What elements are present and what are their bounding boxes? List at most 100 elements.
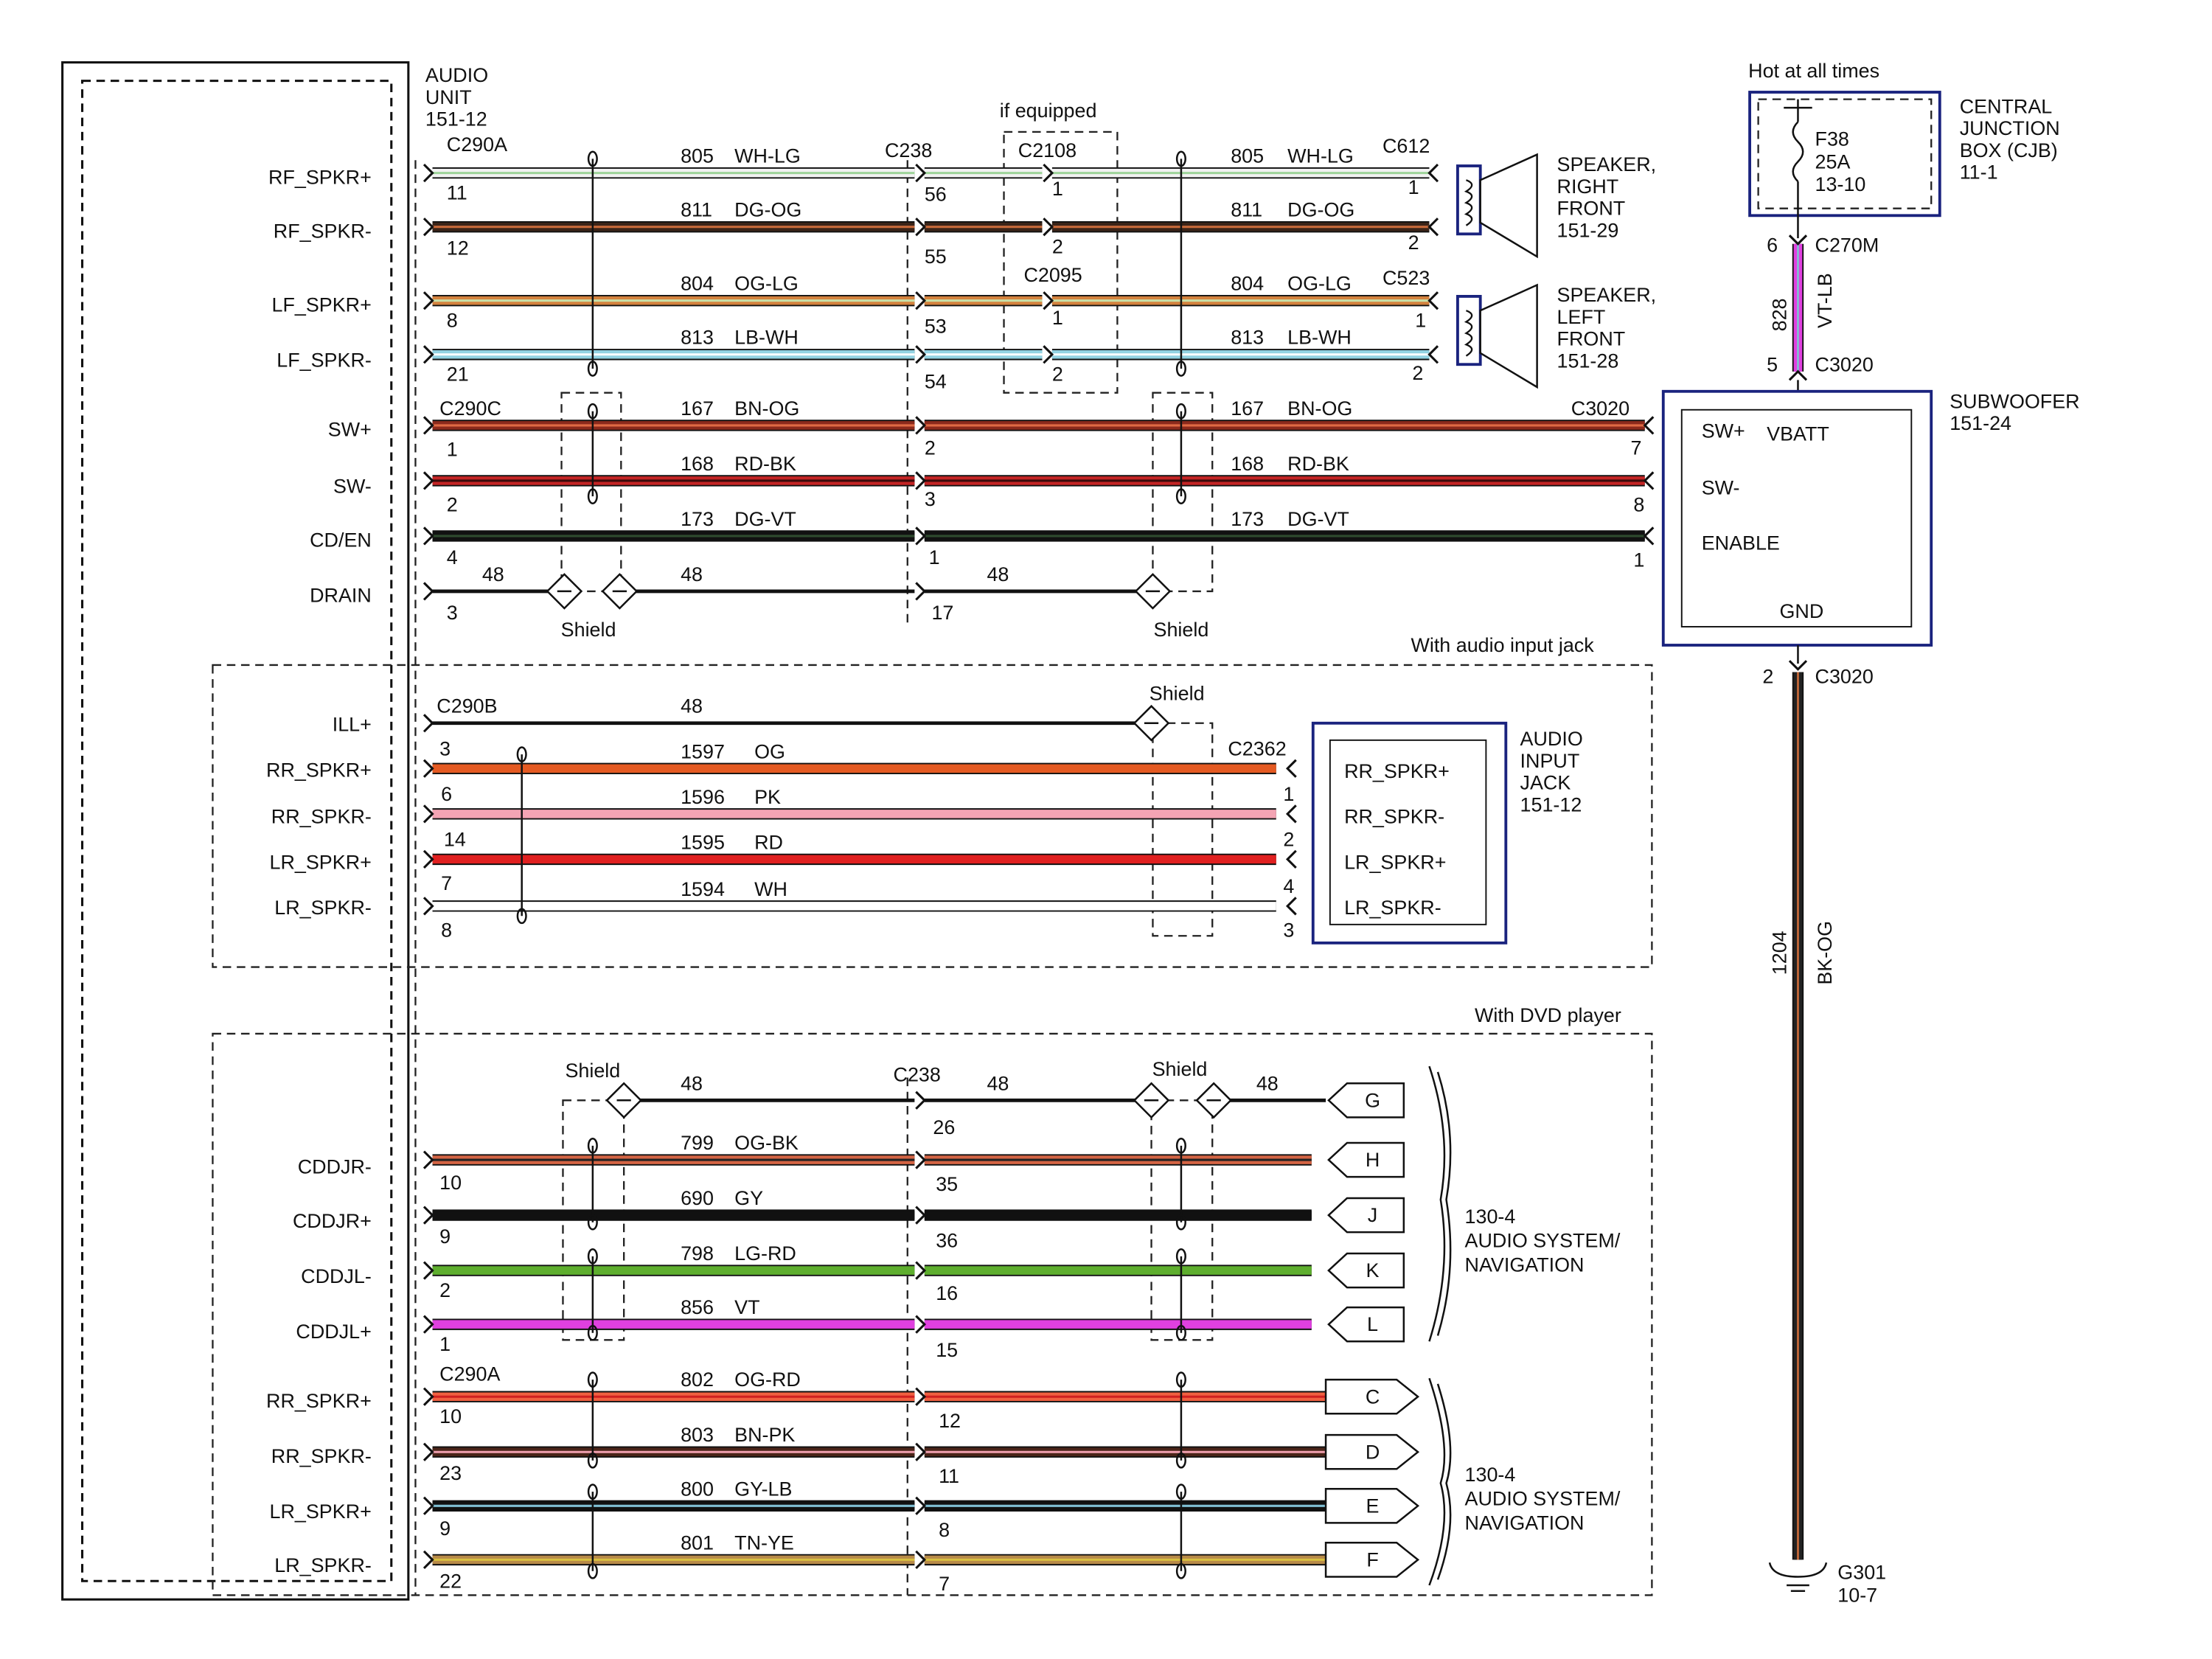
pin-number: 9 (439, 1517, 451, 1540)
plug (1324, 1433, 1420, 1470)
twist-loop (587, 1248, 598, 1265)
note: if equipped (1000, 100, 1097, 122)
option-box (212, 664, 1653, 968)
terminal-arrow (1427, 291, 1439, 310)
wire-label: BN-PK (734, 1424, 795, 1446)
wire-label: RD-BK (1287, 453, 1349, 475)
pin-number: 36 (936, 1230, 958, 1252)
pin-number: 1 (447, 439, 458, 461)
unit-pin-label: RR_SPKR+ (266, 1390, 372, 1412)
terminal-arrow (915, 1206, 927, 1225)
pin-number: 11 (447, 182, 467, 204)
unit-pin-label: LR_SPKR+ (270, 851, 372, 873)
wire-label: 1596 (681, 786, 725, 808)
pin-number: 54 (925, 370, 947, 392)
plug (1327, 1141, 1405, 1178)
unit-pin-label: CDDJL- (301, 1265, 372, 1287)
speaker-coil (1464, 310, 1473, 357)
wire-label: 690 (681, 1187, 714, 1209)
terminal-arrow (915, 1315, 927, 1334)
twist-loop (587, 1452, 598, 1469)
connector-label: C3020 (1571, 397, 1630, 420)
cjb-name: 11-1 (1960, 161, 1998, 184)
plug (1327, 1197, 1405, 1234)
connector-label: C612 (1382, 135, 1430, 157)
twist-loop (1175, 403, 1186, 420)
pin-number: 9 (439, 1225, 451, 1248)
ground-label: 10-7 (1837, 1584, 1877, 1606)
twist-loop (587, 1371, 598, 1388)
unit-pin-label: LF_SPKR- (276, 349, 372, 371)
speaker-name: SPEAKER, (1557, 284, 1657, 306)
wire-label: 802 (681, 1368, 714, 1391)
terminal-arrow (915, 345, 927, 364)
pin-number: 8 (1633, 494, 1644, 516)
wire-label: 48 (987, 1072, 1009, 1094)
terminal-arrow (422, 1442, 434, 1461)
twist-loop (1175, 1324, 1186, 1341)
twist-loop (587, 1137, 598, 1154)
system-name: NAVIGATION (1465, 1512, 1585, 1534)
terminal-arrow (915, 1091, 927, 1110)
pin-number: 16 (936, 1282, 958, 1304)
plug (1327, 1306, 1405, 1343)
terminal-arrow (1427, 218, 1439, 237)
system-name: AUDIO SYSTEM/ (1465, 1488, 1621, 1510)
wire-label: OG-RD (734, 1368, 801, 1391)
fuse-label: 13-10 (1815, 173, 1866, 195)
connector-label: C290C (439, 397, 501, 420)
subwoofer-pin: ENABLE (1702, 532, 1780, 554)
wire-label: 805 (681, 145, 714, 167)
terminal-arrow (422, 416, 434, 435)
wire-label: 167 (1231, 397, 1264, 420)
plug-letter: G (1365, 1089, 1380, 1111)
pin-number: 10 (439, 1405, 462, 1427)
terminal-arrow (422, 804, 434, 824)
audio-unit-name: 151-12 (425, 108, 487, 131)
speaker-name: 151-29 (1557, 220, 1619, 242)
plug-letter: D (1366, 1441, 1380, 1463)
pin-number: 1 (1633, 549, 1644, 571)
wire-label: WH-LG (1287, 145, 1354, 167)
pin-number: 14 (444, 828, 466, 850)
wire-label: 1204 (1768, 931, 1790, 975)
pin-number: 17 (931, 602, 953, 624)
wire-label: 811 (681, 199, 712, 221)
terminal-arrow (915, 1150, 927, 1169)
brace (1436, 1071, 1452, 1336)
wire-label: OG-LG (1287, 273, 1352, 295)
wire-label: RD-BK (734, 453, 796, 475)
pin-number: 2 (439, 1279, 451, 1301)
pin-number: 7 (939, 1573, 950, 1595)
wire-label: DG-OG (734, 199, 801, 221)
wire-label: TN-YE (734, 1531, 794, 1554)
jack-pin: LR_SPKR+ (1344, 851, 1446, 873)
pin-number: 2 (1052, 364, 1063, 386)
unit-pin-label: RR_SPKR+ (266, 759, 372, 781)
connector-label: C290A (439, 1363, 500, 1385)
shield-box (1152, 392, 1214, 593)
audio-unit-box (61, 61, 410, 1601)
ground-lug (1768, 1562, 1828, 1578)
brace (1436, 1383, 1452, 1580)
pin-number: 2 (1412, 362, 1423, 384)
system-name: NAVIGATION (1465, 1253, 1585, 1276)
twist-loop (587, 1324, 598, 1341)
wire-label: 805 (1231, 145, 1264, 167)
wire-label: 828 (1768, 298, 1790, 331)
jack-box (1311, 721, 1508, 945)
pin-number: 1 (1415, 310, 1426, 332)
wire-label: GY (734, 1187, 763, 1209)
fuse (1792, 121, 1804, 183)
shield-box (560, 392, 622, 593)
pin-number: 11 (939, 1465, 959, 1487)
connector-label: C238 (894, 1064, 941, 1086)
terminal-arrow (1285, 897, 1297, 916)
terminal-arrow (422, 1261, 434, 1280)
wire-label: 48 (681, 1072, 703, 1094)
audio-unit-inner (81, 80, 393, 1582)
subwoofer-name: 151-24 (1950, 412, 2011, 434)
shield-label: Shield (565, 1060, 620, 1082)
pin-number: 1 (929, 546, 940, 568)
terminal-arrow (422, 897, 434, 916)
